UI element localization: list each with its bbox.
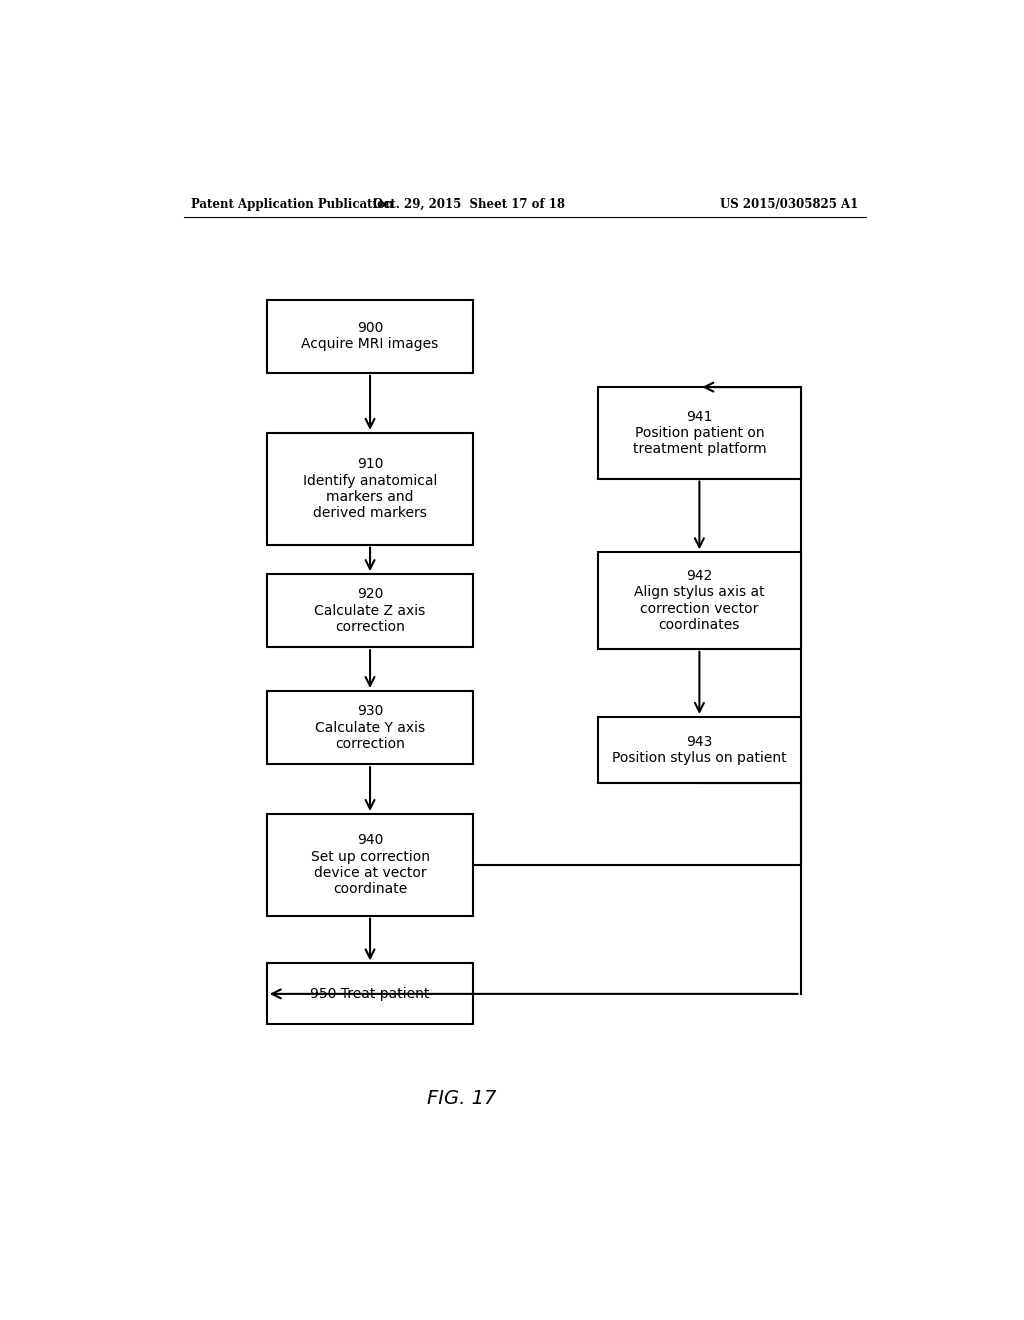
Text: Oct. 29, 2015  Sheet 17 of 18: Oct. 29, 2015 Sheet 17 of 18 [373, 198, 565, 211]
Text: 920
Calculate Z axis
correction: 920 Calculate Z axis correction [314, 587, 426, 634]
Text: FIG. 17: FIG. 17 [427, 1089, 496, 1107]
Text: 940
Set up correction
device at vector
coordinate: 940 Set up correction device at vector c… [310, 833, 429, 896]
Bar [267, 814, 473, 916]
Bar [267, 574, 473, 647]
Text: 910
Identify anatomical
markers and
derived markers: 910 Identify anatomical markers and deri… [303, 458, 437, 520]
Text: 900
Acquire MRI images: 900 Acquire MRI images [301, 321, 438, 351]
Bar [598, 717, 801, 783]
Text: 941
Position patient on
treatment platform: 941 Position patient on treatment platfo… [633, 409, 766, 455]
Bar [598, 552, 801, 649]
Bar [267, 690, 473, 764]
Text: 942
Align stylus axis at
correction vector
coordinates: 942 Align stylus axis at correction vect… [634, 569, 765, 632]
Text: US 2015/0305825 A1: US 2015/0305825 A1 [720, 198, 858, 211]
Bar [267, 433, 473, 545]
Bar [598, 387, 801, 479]
Bar [267, 964, 473, 1024]
Text: 930
Calculate Y axis
correction: 930 Calculate Y axis correction [315, 705, 425, 751]
Text: 943
Position stylus on patient: 943 Position stylus on patient [612, 735, 786, 766]
Bar [267, 300, 473, 372]
Text: 950 Treat patient: 950 Treat patient [310, 987, 430, 1001]
Text: Patent Application Publication: Patent Application Publication [191, 198, 394, 211]
